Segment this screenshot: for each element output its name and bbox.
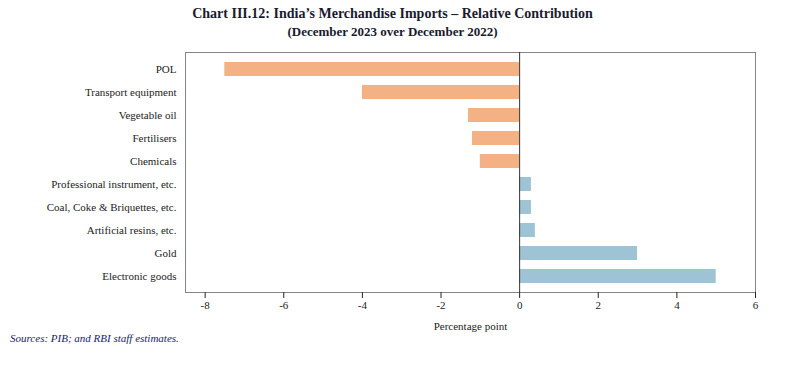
svg-text:-4: -4: [358, 299, 368, 311]
svg-text:Coal, Coke & Briquettes, etc.: Coal, Coke & Briquettes, etc.: [47, 201, 177, 213]
svg-text:POL: POL: [156, 63, 177, 75]
svg-text:2: 2: [596, 299, 602, 311]
html-text:(December 2023 over December 2: (December 2023 over December 2022): [287, 24, 498, 39]
svg-text:-6: -6: [279, 299, 289, 311]
svg-text:6: 6: [753, 299, 759, 311]
svg-text:Percentage point: Percentage point: [434, 320, 508, 332]
html-text:Chart III.12: India’s Merchand: Chart III.12: India’s Merchandise Import…: [192, 6, 593, 21]
svg-text:Artificial resins, etc.: Artificial resins, etc.: [87, 224, 177, 236]
svg-text:0: 0: [517, 299, 523, 311]
svg-text:Chemicals: Chemicals: [130, 155, 176, 167]
html-text:Sources: PIB; and RBI staff es: Sources: PIB; and RBI staff estimates.: [10, 332, 179, 344]
svg-text:Transport equipment: Transport equipment: [85, 86, 177, 98]
svg-text:Fertilisers: Fertilisers: [133, 132, 177, 144]
svg-text:Gold: Gold: [155, 247, 178, 259]
svg-text:4: 4: [674, 299, 680, 311]
svg-text:-8: -8: [201, 299, 211, 311]
svg-text:-2: -2: [436, 299, 445, 311]
svg-text:Vegetable oil: Vegetable oil: [119, 109, 177, 121]
svg-text:Professional instrument, etc.: Professional instrument, etc.: [51, 178, 177, 190]
svg-text:Electronic goods: Electronic goods: [102, 270, 176, 282]
